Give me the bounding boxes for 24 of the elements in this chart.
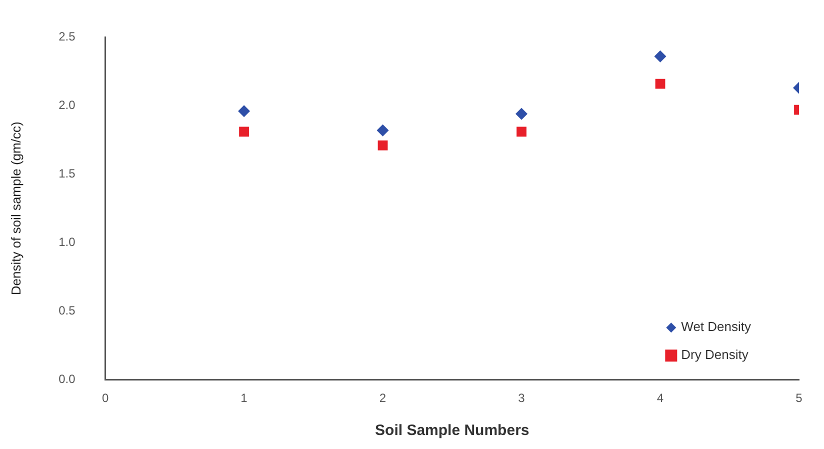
point: [516, 126, 526, 137]
legend-label: Wet Density: [681, 319, 752, 334]
point: [238, 105, 250, 118]
x-axis-title: Soil Sample Numbers: [375, 422, 530, 440]
y-tick-label: 2.0: [58, 98, 76, 112]
y-axis-title: Density of soil sample (gm/cc): [8, 122, 24, 296]
x-tick-label: 4: [656, 391, 664, 406]
x-tick-label: 3: [518, 391, 526, 406]
x-tick-label: 0: [102, 391, 109, 406]
y-tick-label: 1.5: [58, 166, 76, 180]
legend-label: Dry Density: [681, 347, 749, 362]
point: [516, 108, 528, 120]
point: [655, 78, 666, 89]
x-tick-label: 1: [240, 391, 248, 406]
x-tick-label: 5: [796, 391, 803, 406]
x-tick-label: 2: [379, 391, 386, 406]
y-tick-label: 1.0: [58, 234, 76, 249]
point: [378, 140, 388, 150]
y-tick-label: 2.5: [58, 30, 76, 44]
point: [654, 50, 666, 62]
y-tick-label: 0.0: [58, 372, 76, 386]
y-tick-label: 0.5: [58, 303, 76, 318]
point: [239, 126, 249, 137]
point: [376, 124, 389, 136]
